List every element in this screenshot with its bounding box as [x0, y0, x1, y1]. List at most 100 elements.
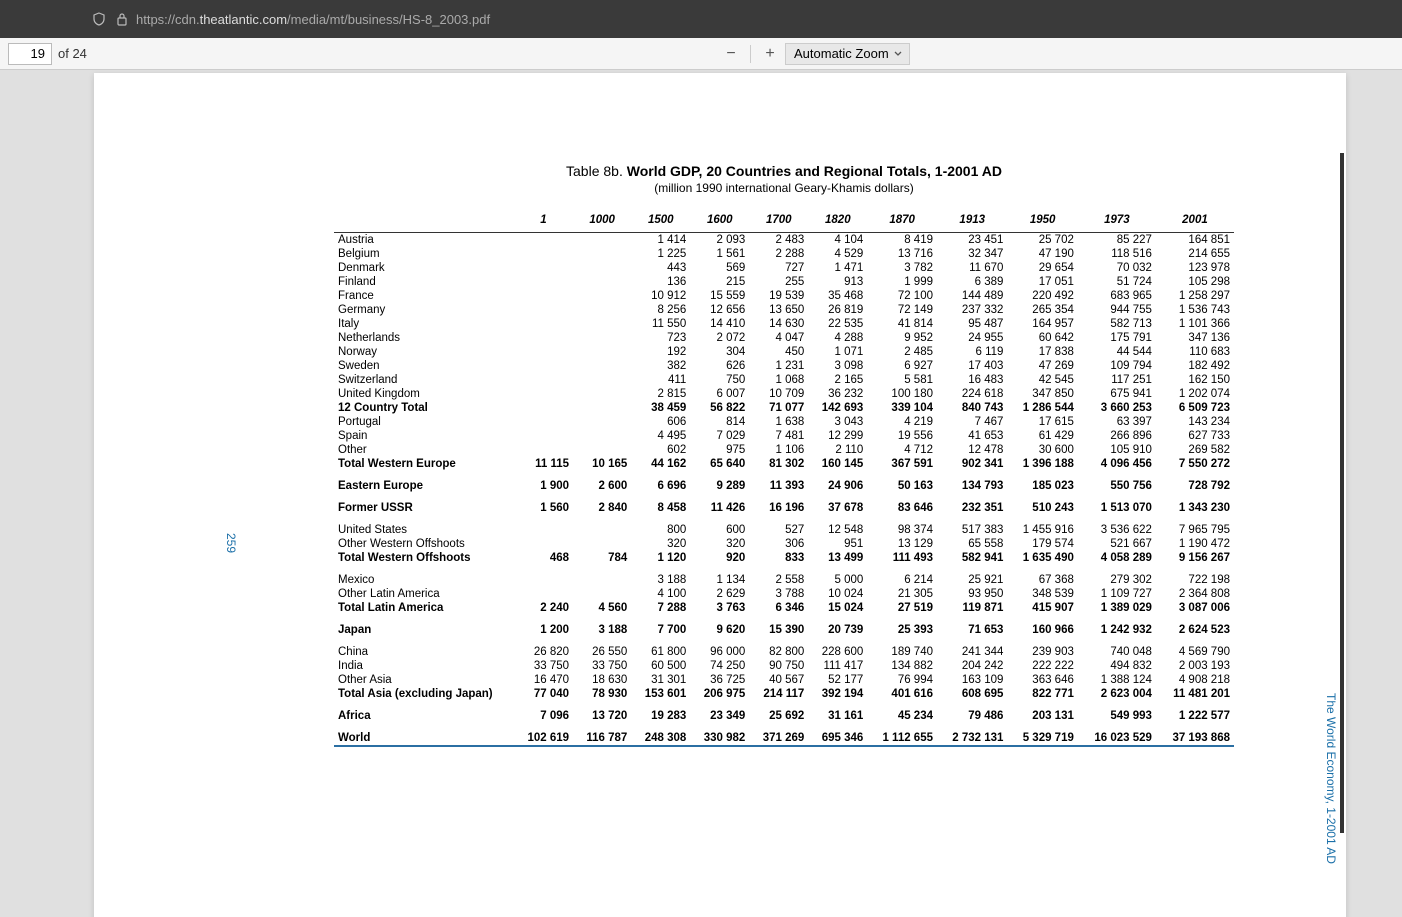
cell-value: 13 650 — [749, 303, 808, 317]
cell-value: 74 250 — [690, 659, 749, 673]
cell-value: 6 696 — [631, 479, 690, 493]
table-row: France10 91215 55919 53935 46872 100144 … — [334, 289, 1234, 303]
cell-value: 42 545 — [1007, 373, 1077, 387]
cell-value: 16 483 — [937, 373, 1007, 387]
zoom-in-button[interactable]: + — [759, 43, 781, 65]
table-header-row: 1100015001600170018201870191319501973200… — [334, 213, 1234, 233]
cell-value: 7 029 — [690, 429, 749, 443]
cell-value: 4 529 — [808, 247, 867, 261]
cell-value: 1 471 — [808, 261, 867, 275]
cell-value: 392 194 — [808, 687, 867, 701]
cell-value: 9 289 — [690, 479, 749, 493]
cell-value: 4 100 — [631, 587, 690, 601]
cell-value: 67 368 — [1007, 573, 1077, 587]
cell-value: 902 341 — [937, 457, 1007, 471]
table-row: Spain4 4957 0297 48112 29919 55641 65361… — [334, 429, 1234, 443]
cell-value — [514, 415, 573, 429]
cell-value: 153 601 — [631, 687, 690, 701]
cell-value: 4 104 — [808, 233, 867, 248]
table-row: Other Asia16 47018 63031 30136 72540 567… — [334, 673, 1234, 687]
cell-value: 237 332 — [937, 303, 1007, 317]
table-row: Eastern Europe1 9002 6006 6969 28911 393… — [334, 479, 1234, 493]
cell-value: 740 048 — [1078, 645, 1156, 659]
cell-value — [514, 317, 573, 331]
cell-value: 521 667 — [1078, 537, 1156, 551]
cell-value: 2 093 — [690, 233, 749, 248]
cell-value: 6 509 723 — [1156, 401, 1234, 415]
cell-value: 371 269 — [749, 731, 808, 746]
cell-value: 304 — [690, 345, 749, 359]
page-number-input[interactable] — [8, 43, 52, 65]
cell-value: 723 — [631, 331, 690, 345]
cell-value: 1 513 070 — [1078, 501, 1156, 515]
cell-value: 14 410 — [690, 317, 749, 331]
cell-value: 975 — [690, 443, 749, 457]
cell-value: 1 635 490 — [1007, 551, 1077, 565]
table-column-header: 1913 — [937, 213, 1007, 233]
shield-icon — [92, 12, 106, 26]
cell-value: 220 492 — [1007, 289, 1077, 303]
cell-value: 83 646 — [867, 501, 937, 515]
cell-value: 41 814 — [867, 317, 937, 331]
cell-value — [573, 303, 631, 317]
browser-chrome-top: https://cdn.theatlantic.com/media/mt/bus… — [0, 0, 1402, 38]
table-row: World102 619116 787248 308330 982371 269… — [334, 731, 1234, 746]
table-row: Netherlands7232 0724 0474 2889 95224 955… — [334, 331, 1234, 345]
cell-value: 72 149 — [867, 303, 937, 317]
table-column-header: 1600 — [690, 213, 749, 233]
page-total-label: of 24 — [58, 46, 87, 61]
cell-value: 2 288 — [749, 247, 808, 261]
cell-value: 2 623 004 — [1078, 687, 1156, 701]
cell-value: 913 — [808, 275, 867, 289]
cell-value — [514, 387, 573, 401]
row-label: Other Asia — [334, 673, 514, 687]
cell-value: 71 653 — [937, 623, 1007, 637]
cell-value: 4 096 456 — [1078, 457, 1156, 471]
row-label: Total Asia (excluding Japan) — [334, 687, 514, 701]
cell-value — [514, 261, 573, 275]
row-label: Former USSR — [334, 501, 514, 515]
table-row — [334, 515, 1234, 523]
cell-value: 1 101 366 — [1156, 317, 1234, 331]
cell-value: 608 695 — [937, 687, 1007, 701]
table-column-header: 1870 — [867, 213, 937, 233]
cell-value: 10 165 — [573, 457, 631, 471]
cell-value: 33 750 — [514, 659, 573, 673]
cell-value: 13 499 — [808, 551, 867, 565]
zoom-select[interactable]: Automatic Zoom — [785, 43, 910, 65]
address-bar[interactable]: https://cdn.theatlantic.com/media/mt/bus… — [92, 12, 490, 27]
cell-value: 569 — [690, 261, 749, 275]
cell-value: 17 051 — [1007, 275, 1077, 289]
table-row: Japan1 2003 1887 7009 62015 39020 73925 … — [334, 623, 1234, 637]
cell-value: 3 043 — [808, 415, 867, 429]
cell-value: 31 161 — [808, 709, 867, 723]
cell-value: 79 486 — [937, 709, 1007, 723]
cell-value: 4 047 — [749, 331, 808, 345]
cell-value: 1 222 577 — [1156, 709, 1234, 723]
cell-value — [573, 247, 631, 261]
cell-value: 117 251 — [1078, 373, 1156, 387]
zoom-out-button[interactable]: − — [720, 43, 742, 65]
cell-value — [573, 233, 631, 248]
table-row: Total Latin America2 2404 5607 2883 7636… — [334, 601, 1234, 615]
cell-value: 20 739 — [808, 623, 867, 637]
cell-value: 60 642 — [1007, 331, 1077, 345]
cell-value: 232 351 — [937, 501, 1007, 515]
cell-value: 7 700 — [631, 623, 690, 637]
cell-value: 19 556 — [867, 429, 937, 443]
pdf-viewport[interactable]: 259 The World Economy, 1-2001 AD Table 8… — [0, 70, 1402, 917]
cell-value: 1 242 932 — [1078, 623, 1156, 637]
cell-value: 4 495 — [631, 429, 690, 443]
cell-value: 47 190 — [1007, 247, 1077, 261]
cell-value: 6 007 — [690, 387, 749, 401]
cell-value: 189 740 — [867, 645, 937, 659]
cell-value: 450 — [749, 345, 808, 359]
row-label: Other — [334, 443, 514, 457]
cell-value: 3 188 — [573, 623, 631, 637]
cell-value — [573, 261, 631, 275]
cell-value: 1 134 — [690, 573, 749, 587]
cell-value: 784 — [573, 551, 631, 565]
table-row — [334, 565, 1234, 573]
cell-value: 814 — [690, 415, 749, 429]
cell-value: 30 600 — [1007, 443, 1077, 457]
